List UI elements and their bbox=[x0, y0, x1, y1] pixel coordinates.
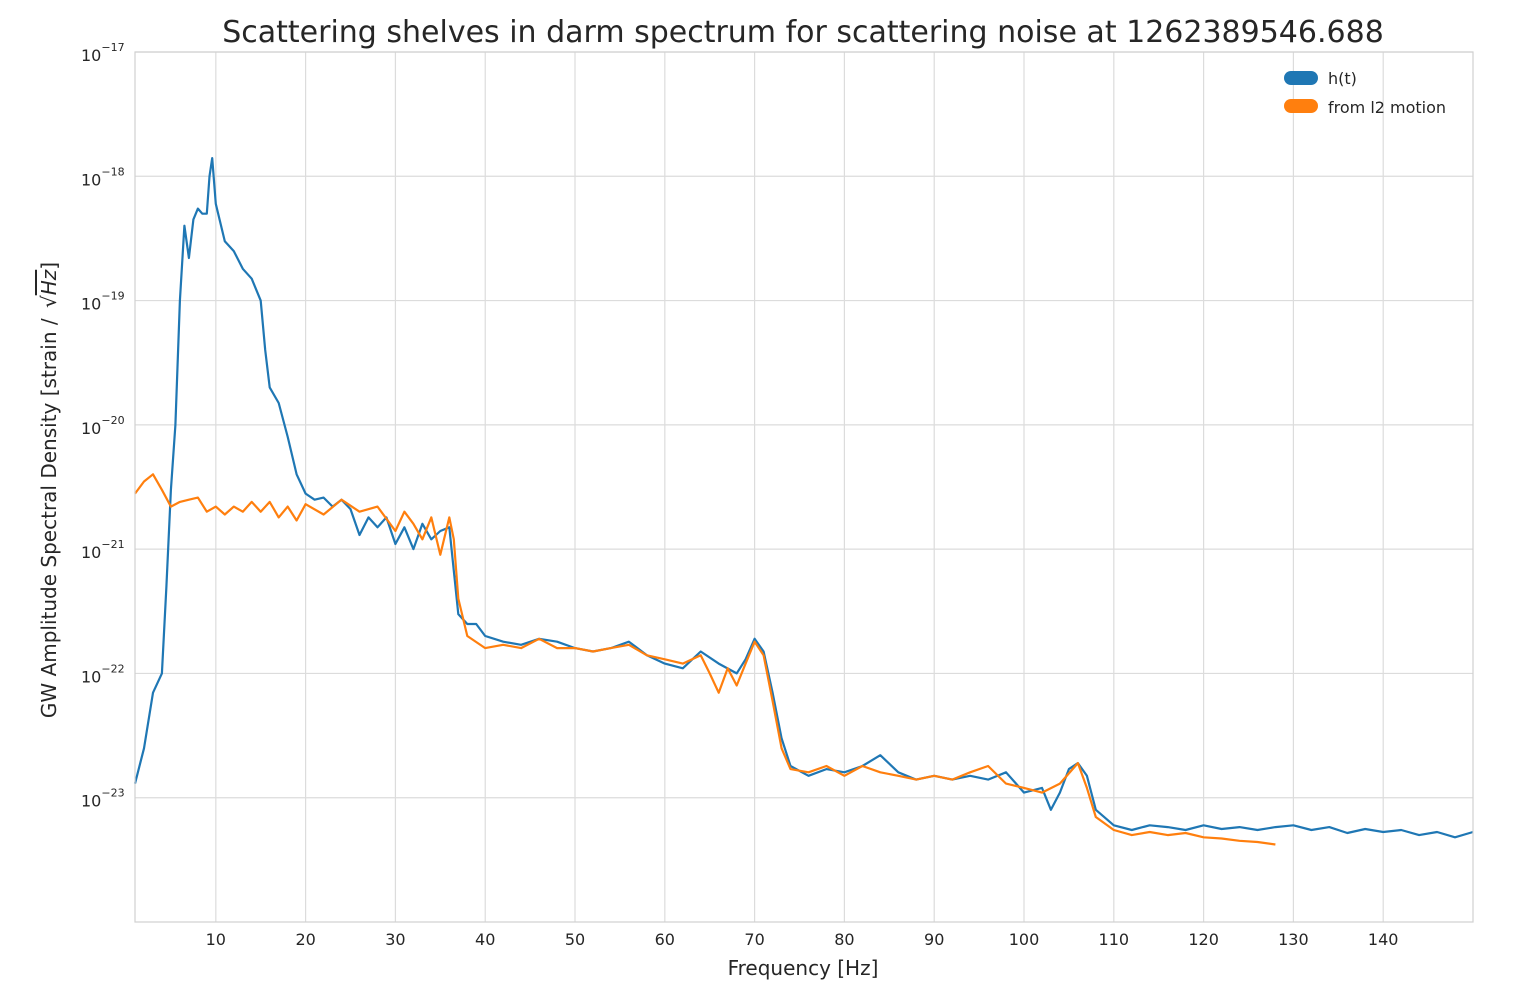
x-tick-label: 140 bbox=[1368, 930, 1399, 949]
y-axis-label-sqrt-term: Hz bbox=[37, 269, 61, 295]
y-tick-label: 10−20 bbox=[81, 414, 125, 438]
x-axis-label: Frequency [Hz] bbox=[728, 956, 879, 980]
y-tick-label: 10−19 bbox=[81, 290, 125, 314]
x-tick-label: 120 bbox=[1188, 930, 1219, 949]
y-tick-label: 10−23 bbox=[81, 787, 125, 811]
legend-label-ht: h(t) bbox=[1328, 69, 1357, 88]
x-tick-label: 60 bbox=[655, 930, 675, 949]
y-axis-label-close: ] bbox=[37, 262, 61, 270]
x-tick-label: 130 bbox=[1278, 930, 1309, 949]
svg-text:GW Amplitude Spectral Density: GW Amplitude Spectral Density [strain / … bbox=[37, 262, 61, 718]
x-tick-label: 90 bbox=[924, 930, 944, 949]
y-axis-label-text: GW Amplitude Spectral Density [strain / bbox=[37, 318, 61, 718]
legend-swatch-l2 bbox=[1284, 99, 1318, 113]
legend: h(t) from l2 motion bbox=[1284, 69, 1446, 117]
y-axis-label-sqrt-sign: √ bbox=[37, 295, 61, 308]
grid-lines bbox=[135, 51, 1473, 922]
x-tick-label: 10 bbox=[206, 930, 226, 949]
chart-title: Scattering shelves in darm spectrum for … bbox=[222, 15, 1384, 50]
y-tick-labels: 10−17 10−18 10−19 10−20 10−21 10−22 10−23 bbox=[81, 41, 125, 811]
y-tick-label: 10−18 bbox=[81, 165, 125, 189]
y-tick-label: 10−21 bbox=[81, 538, 125, 562]
x-tick-label: 110 bbox=[1099, 930, 1130, 949]
legend-label-l2: from l2 motion bbox=[1328, 98, 1446, 117]
x-tick-label: 80 bbox=[834, 930, 854, 949]
legend-swatch-ht bbox=[1284, 71, 1318, 85]
series-layer bbox=[133, 157, 1474, 846]
x-tick-labels: 10 20 30 40 50 60 70 80 90 100 110 120 130 140 bbox=[206, 930, 1399, 949]
plot-frame bbox=[134, 51, 1474, 923]
x-tick-label: 50 bbox=[565, 930, 585, 949]
x-tick-label: 40 bbox=[475, 930, 495, 949]
y-tick-label: 10−17 bbox=[81, 41, 125, 65]
x-tick-label: 100 bbox=[1009, 930, 1040, 949]
y-tick-label: 10−22 bbox=[81, 662, 125, 686]
series-line-l2-motion bbox=[134, 473, 1276, 846]
x-tick-label: 70 bbox=[744, 930, 764, 949]
x-tick-label: 30 bbox=[385, 930, 405, 949]
x-tick-label: 20 bbox=[295, 930, 315, 949]
y-axis-label: GW Amplitude Spectral Density [strain / … bbox=[37, 262, 61, 718]
